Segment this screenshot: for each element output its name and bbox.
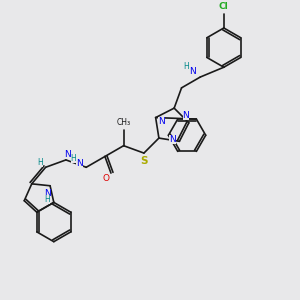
Text: Cl: Cl: [219, 2, 229, 11]
Text: N: N: [64, 149, 71, 158]
Text: H: H: [70, 154, 76, 163]
Text: H: H: [184, 62, 189, 71]
Text: N: N: [169, 135, 176, 144]
Text: H: H: [44, 195, 50, 204]
Text: S: S: [140, 156, 148, 166]
Text: N: N: [189, 67, 196, 76]
Text: H: H: [37, 158, 43, 167]
Text: N: N: [44, 189, 50, 198]
Text: N: N: [76, 159, 83, 168]
Text: O: O: [103, 175, 110, 184]
Text: N: N: [182, 112, 189, 121]
Text: N: N: [158, 117, 165, 126]
Text: CH₃: CH₃: [117, 118, 131, 127]
